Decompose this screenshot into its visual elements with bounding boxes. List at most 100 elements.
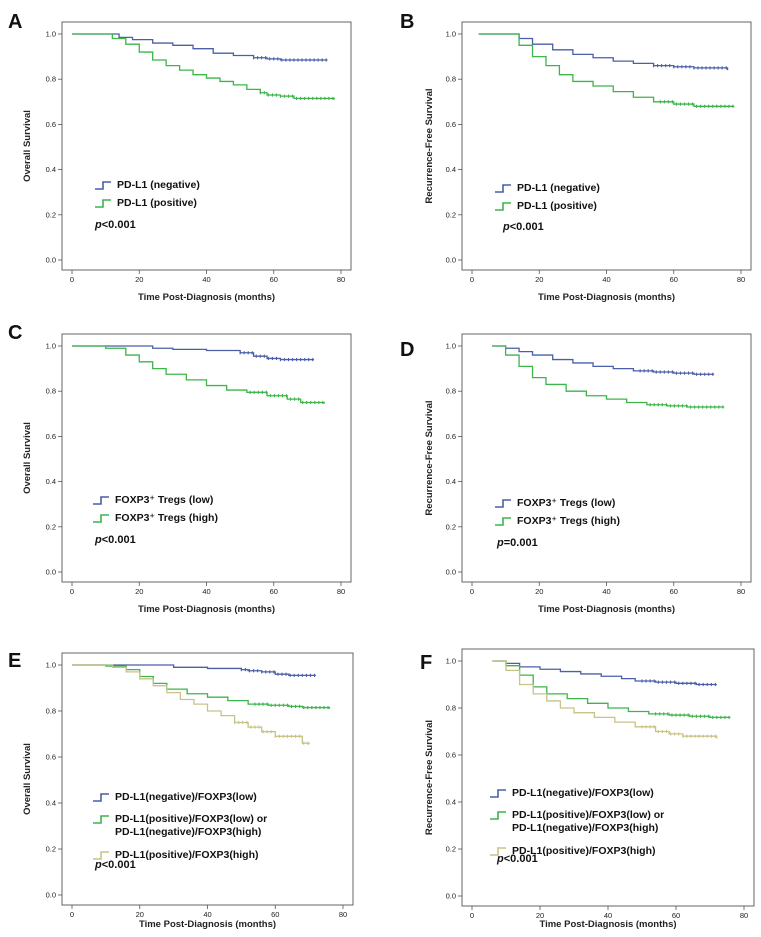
km-curve-green <box>72 664 331 709</box>
p-value-number: =0.001 <box>504 537 538 549</box>
y-tick-label: 0.8 <box>46 707 56 716</box>
y-tick-label: 1.0 <box>446 342 456 351</box>
p-symbol: p <box>502 221 510 233</box>
panel-label: D <box>400 339 414 361</box>
legend-label-line2: PD-L1(negative)/FOXP3(high) <box>115 826 261 838</box>
panel-label: A <box>8 11 22 33</box>
x-tick-label: 60 <box>670 587 678 596</box>
x-tick-label: 20 <box>535 275 543 284</box>
plot-frame <box>461 648 755 907</box>
x-tick-label: 0 <box>470 587 474 596</box>
plot-frame <box>461 333 752 583</box>
panel-b: B 0.0 0.2 0.4 0.6 0.8 1.0 0 20 40 60 80 Time Post-Di… <box>400 11 752 303</box>
p-symbol: p <box>496 537 504 549</box>
y-tick-label: 0.4 <box>446 477 456 486</box>
y-tick-label: 1.0 <box>446 657 456 666</box>
y-tick-label: 0.4 <box>446 798 456 807</box>
x-tick-label: 60 <box>672 911 680 920</box>
y-tick-label: 0.2 <box>446 210 456 219</box>
x-tick-label: 0 <box>70 910 74 919</box>
km-curve-green <box>492 345 725 408</box>
legend-label: PD-L1(positive)/FOXP3(high) <box>115 849 259 861</box>
panel-label: F <box>420 652 432 674</box>
x-axis-label: Time Post-Diagnosis (months) <box>538 604 675 615</box>
plot-frame <box>61 333 352 583</box>
y-tick-label: 0.2 <box>46 522 56 531</box>
x-tick-label: 0 <box>470 911 474 920</box>
legend-swatch-green <box>93 815 109 824</box>
x-axis-label: Time Post-Diagnosis (months) <box>139 919 276 930</box>
legend-label: FOXP3⁺ Tregs (low) <box>517 497 615 509</box>
legend-swatch-green <box>95 199 111 208</box>
y-tick-label: 0.0 <box>46 568 56 577</box>
y-axis-label: Overall Survival <box>22 110 33 182</box>
p-symbol: p <box>94 859 102 871</box>
p-value-number: <0.001 <box>102 534 136 546</box>
legend-label: PD-L1 (negative) <box>517 182 600 194</box>
y-tick-label: 1.0 <box>46 342 56 351</box>
y-tick-label: 0.8 <box>46 387 56 396</box>
p-value: p<0.001 <box>94 859 136 871</box>
panel-e: E 0.0 0.2 0.4 0.6 0.8 1.0 0 20 40 60 80 Time Post-Di… <box>8 650 354 930</box>
panel-f: F 0.0 0.2 0.4 0.6 0.8 1.0 0 20 40 60 80 Time Post-Di… <box>420 648 755 930</box>
legend-label: FOXP3⁺ Tregs (high) <box>517 515 620 527</box>
legend-swatch-blue <box>495 499 511 508</box>
legend-swatch-green <box>93 514 109 523</box>
y-tick-label: 0.0 <box>446 256 456 265</box>
x-tick-label: 40 <box>203 910 211 919</box>
x-tick-label: 20 <box>136 910 144 919</box>
panel-a: A 0.0 0.2 0.4 0.6 0.8 1.0 0 20 40 60 80 Time Post-Di… <box>8 11 352 303</box>
p-symbol: p <box>496 853 504 865</box>
y-tick-label: 0.6 <box>46 432 56 441</box>
km-curve-blue <box>492 345 715 375</box>
p-symbol: p <box>94 219 102 231</box>
p-value: p<0.001 <box>496 853 538 865</box>
y-tick-label: 0.4 <box>46 477 56 486</box>
p-value-number: <0.001 <box>102 859 136 871</box>
legend-label: FOXP3⁺ Tregs (high) <box>115 512 218 524</box>
plot-frame <box>461 21 752 271</box>
y-tick-label: 0.8 <box>46 75 56 84</box>
y-tick-label: 1.0 <box>446 30 456 39</box>
y-tick-label: 0.8 <box>446 75 456 84</box>
x-tick-label: 80 <box>337 587 345 596</box>
legend-label: PD-L1 (negative) <box>117 179 200 191</box>
p-value: p<0.001 <box>502 221 544 233</box>
legend-label: PD-L1(negative)/FOXP3(low) <box>512 787 654 799</box>
legend-label: PD-L1 (positive) <box>117 197 197 209</box>
km-curve-blue <box>72 345 315 361</box>
y-tick-label: 0.0 <box>46 891 56 900</box>
y-tick-label: 0.8 <box>446 387 456 396</box>
legend-swatch-green <box>495 202 511 211</box>
x-tick-label: 40 <box>602 587 610 596</box>
x-tick-label: 40 <box>202 587 210 596</box>
x-tick-label: 80 <box>337 275 345 284</box>
y-axis-label: Recurrence-Free Survival <box>424 88 435 203</box>
legend-label: FOXP3⁺ Tregs (low) <box>115 494 213 506</box>
y-tick-label: 0.6 <box>446 751 456 760</box>
legend-label: PD-L1(positive)/FOXP3(low) or <box>512 809 664 821</box>
y-axis-label: Overall Survival <box>22 422 33 494</box>
y-tick-label: 0.6 <box>46 753 56 762</box>
p-value-number: <0.001 <box>504 853 538 865</box>
legend-label: PD-L1(positive)/FOXP3(high) <box>512 845 656 857</box>
y-tick-label: 1.0 <box>46 661 56 670</box>
y-tick-label: 0.2 <box>446 522 456 531</box>
x-tick-label: 80 <box>740 911 748 920</box>
legend-label: PD-L1(negative)/FOXP3(low) <box>115 791 257 803</box>
panel-label: E <box>8 650 21 672</box>
y-tick-label: 0.2 <box>446 845 456 854</box>
y-tick-label: 0.6 <box>446 432 456 441</box>
p-value: p<0.001 <box>94 219 136 231</box>
x-tick-label: 20 <box>135 275 143 284</box>
x-tick-label: 20 <box>536 911 544 920</box>
panel-d: D 0.0 0.2 0.4 0.6 0.8 1.0 0 20 40 60 80 Time Post-Di… <box>400 333 752 615</box>
y-axis-label: Overall Survival <box>22 743 33 815</box>
y-axis-label: Recurrence-Free Survival <box>424 720 435 835</box>
legend-swatch-tan <box>93 851 109 860</box>
panel-label: C <box>8 322 22 344</box>
x-tick-label: 60 <box>270 275 278 284</box>
y-tick-label: 1.0 <box>46 30 56 39</box>
x-tick-label: 80 <box>737 275 745 284</box>
